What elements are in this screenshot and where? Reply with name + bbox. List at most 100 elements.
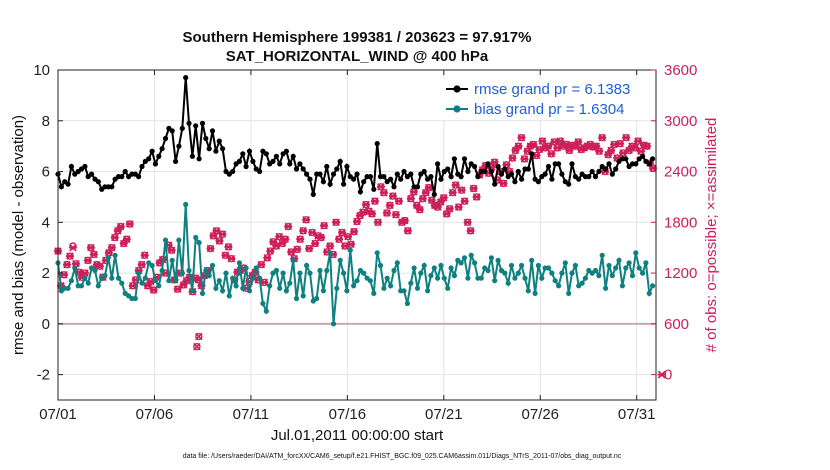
rmse-point	[270, 158, 276, 164]
bias-point	[307, 270, 313, 276]
rmse-point	[300, 166, 306, 172]
bias-point	[263, 308, 269, 314]
x-tick-label: 07/31	[618, 406, 656, 423]
obs-possible-marker	[445, 205, 454, 213]
bias-point	[451, 273, 457, 279]
obs-possible-marker	[332, 218, 340, 227]
bias-point	[260, 300, 266, 307]
obs-possible-marker	[335, 235, 343, 243]
rmse-point	[640, 153, 646, 159]
bias-point	[173, 278, 179, 284]
rmse-point	[199, 120, 206, 126]
obs-possible-marker	[224, 243, 233, 251]
obs-possible-marker	[404, 227, 412, 235]
bias-point	[226, 293, 232, 299]
bias-point	[95, 283, 101, 289]
obs-possible-marker	[227, 254, 236, 263]
obs-possible-marker	[212, 227, 221, 235]
obs-possible-marker	[129, 282, 137, 290]
bias-point	[193, 234, 199, 241]
obs-possible-marker	[469, 184, 478, 193]
obs-possible-marker	[419, 194, 427, 203]
y-tick-label: 6	[42, 164, 50, 181]
obs-possible-marker	[218, 230, 227, 238]
bias-point	[418, 270, 424, 276]
bias-point	[388, 283, 394, 289]
obs-possible-marker	[69, 242, 77, 250]
rmse-point	[633, 161, 639, 167]
x-tick-label: 07/16	[329, 406, 367, 423]
rmse-point	[398, 176, 404, 182]
bias-point	[391, 267, 397, 274]
obs-possible-marker	[108, 243, 116, 252]
bias-point	[320, 288, 326, 294]
obs-possible-marker	[457, 186, 466, 194]
rmse-point	[203, 135, 209, 142]
bias-point	[186, 267, 192, 274]
bias-point	[324, 267, 330, 274]
bias-point	[629, 273, 636, 279]
obs-possible-marker	[311, 239, 319, 248]
obs-possible-marker	[138, 260, 146, 269]
obs-possible-marker	[344, 232, 352, 241]
bias-point	[257, 275, 263, 281]
bias-point	[223, 270, 229, 276]
bias-point	[183, 201, 189, 208]
rmse-point	[320, 179, 326, 185]
rmse-point	[220, 146, 226, 152]
bias-point	[132, 295, 138, 302]
rmse-point	[290, 153, 296, 159]
bias-point	[559, 270, 565, 276]
obs-possible-marker	[514, 142, 523, 150]
bias-point	[435, 275, 441, 281]
y2-tick-label: 1200	[664, 265, 697, 282]
bias-point	[277, 285, 283, 291]
rmse-point	[502, 166, 508, 172]
rmse-point	[650, 156, 656, 162]
bias-point	[92, 267, 98, 274]
bias-point	[344, 288, 350, 294]
bias-point	[351, 283, 357, 289]
legend-bias-label: bias grand pr = 1.6304	[474, 101, 625, 118]
rmse-point	[559, 171, 565, 177]
rmse-point	[65, 181, 71, 187]
bias-point	[300, 293, 306, 299]
rmse-point	[304, 171, 310, 177]
rmse-point	[488, 168, 494, 175]
rmse-point	[273, 153, 279, 159]
bias-point	[613, 265, 619, 271]
obs-possible-marker	[287, 248, 295, 256]
bias-point	[566, 290, 572, 296]
rmse-point	[156, 153, 162, 159]
y-tick-label: 10	[33, 62, 50, 79]
bias-point	[317, 267, 323, 274]
rmse-point	[592, 174, 599, 180]
bias-point	[119, 280, 125, 286]
obs-possible-marker	[448, 188, 457, 197]
bias-point	[461, 255, 468, 261]
rmse-point	[525, 166, 531, 172]
bias-point	[149, 262, 155, 269]
y2-axis-label: # of obs: o=possible; ×=assimilated	[703, 118, 720, 353]
rmse-point	[431, 191, 437, 197]
rmse-point	[263, 151, 269, 157]
rmse-point	[545, 163, 552, 170]
bias-point	[408, 280, 414, 286]
bias-point	[650, 283, 656, 289]
bias-point	[640, 270, 646, 276]
bias-point	[421, 262, 427, 269]
rmse-point	[388, 176, 394, 182]
obs-possible-marker	[619, 149, 627, 157]
bias-point	[220, 288, 226, 294]
rmse-point	[515, 168, 521, 175]
obs-possible-marker	[395, 197, 403, 205]
bias-point	[519, 262, 525, 269]
rmse-point	[482, 168, 488, 175]
rmse-point	[472, 163, 478, 170]
rmse-point	[283, 148, 289, 154]
rmse-point	[230, 168, 236, 175]
obs-possible-marker	[296, 235, 304, 243]
rmse-point	[367, 174, 373, 180]
bias-point	[508, 262, 515, 269]
